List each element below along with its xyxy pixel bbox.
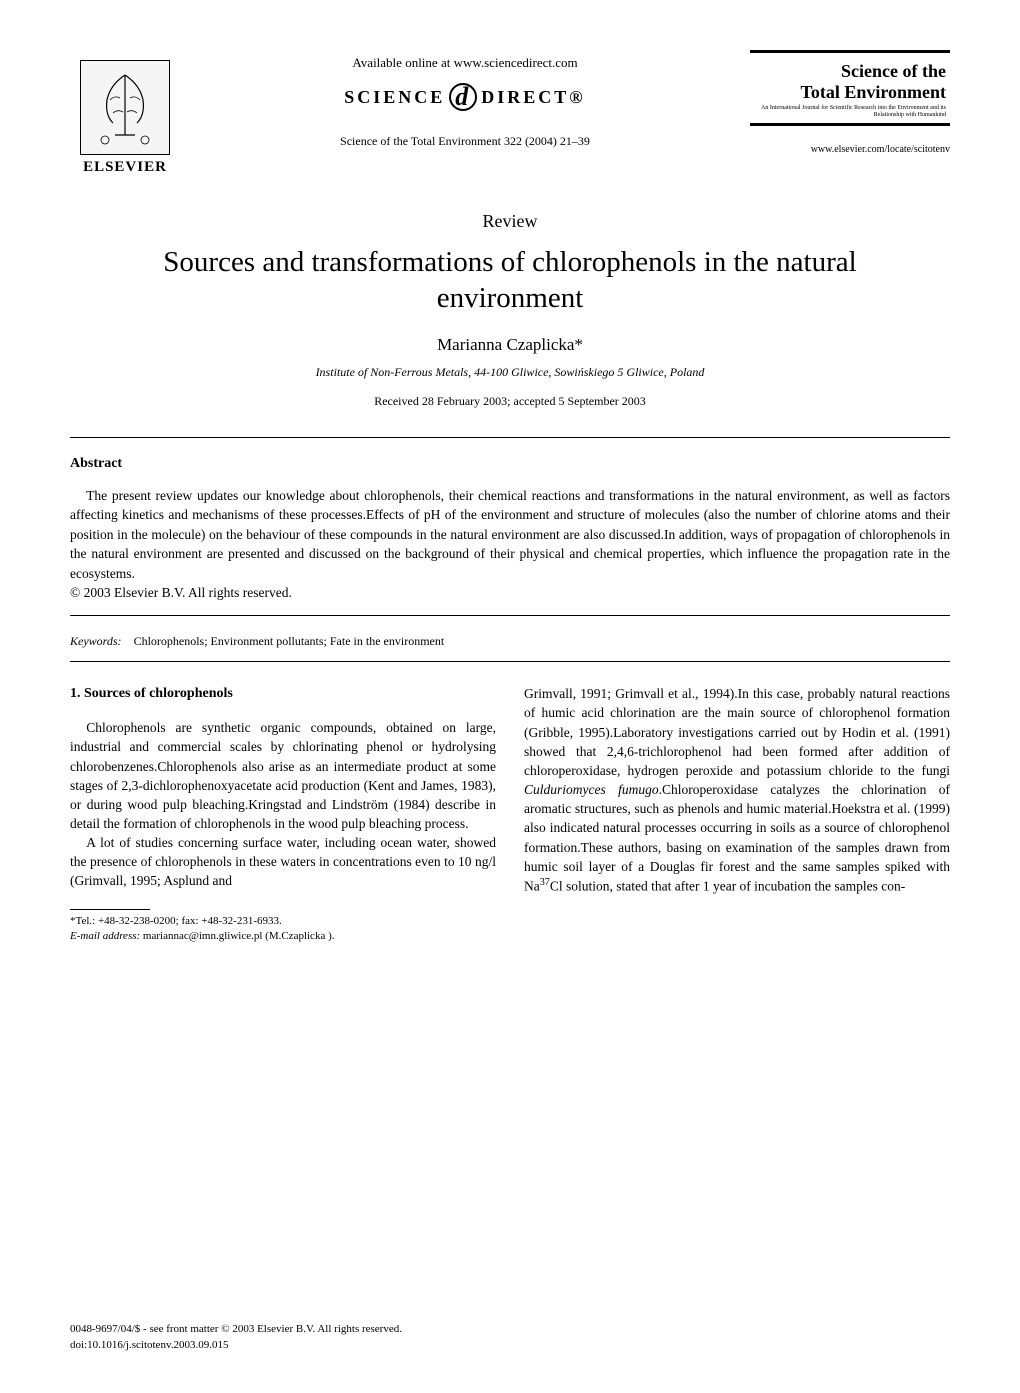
available-online-text: Available online at www.sciencedirect.co…: [180, 55, 750, 71]
elsevier-logo: ELSEVIER: [70, 60, 180, 176]
article-type: Review: [70, 211, 950, 232]
article-title: Sources and transformations of chlorophe…: [70, 244, 950, 317]
right-para-text-a: Grimvall, 1991; Grimvall et al., 1994).I…: [524, 686, 950, 778]
journal-title-block: Science of the Total Environment An Inte…: [750, 50, 950, 155]
abstract-copyright: © 2003 Elsevier B.V. All rights reserved…: [70, 585, 950, 601]
left-column: 1. Sources of chlorophenols Chlorophenol…: [70, 684, 496, 944]
keywords-values: Chlorophenols; Environment pollutants; F…: [134, 634, 445, 648]
right-column: Grimvall, 1991; Grimvall et al., 1994).I…: [524, 684, 950, 944]
keywords-label: Keywords:: [70, 634, 122, 648]
footnote-email-value: mariannac@imn.gliwice.pl (M.Czaplicka ).: [140, 930, 334, 942]
page-footer: 0048-9697/04/$ - see front matter © 2003…: [70, 1322, 402, 1353]
journal-title-box: Science of the Total Environment An Inte…: [750, 50, 950, 126]
journal-subtitle: An International Journal for Scientific …: [754, 105, 946, 119]
science-direct-at-icon: d: [449, 83, 477, 111]
footnote-email: E-mail address: mariannac@imn.gliwice.pl…: [70, 929, 496, 944]
author-affiliation: Institute of Non-Ferrous Metals, 44-100 …: [70, 365, 950, 380]
footer-line2: doi:10.1016/j.scitotenv.2003.09.015: [70, 1338, 402, 1353]
journal-reference: Science of the Total Environment 322 (20…: [180, 134, 750, 149]
author-name: Marianna Czaplicka*: [70, 335, 950, 355]
science-direct-right: DIRECT®: [481, 87, 585, 108]
page-header: ELSEVIER Available online at www.science…: [70, 50, 950, 176]
right-para-superscript: 37: [540, 877, 550, 888]
elsevier-text: ELSEVIER: [83, 159, 167, 176]
journal-name-line1: Science of the: [754, 61, 946, 82]
keywords-text: [125, 634, 134, 648]
left-paragraph-2: A lot of studies concerning surface wate…: [70, 833, 496, 890]
article-dates: Received 28 February 2003; accepted 5 Se…: [70, 394, 950, 409]
footer-line1: 0048-9697/04/$ - see front matter © 2003…: [70, 1322, 402, 1337]
elsevier-tree-icon: [80, 60, 170, 155]
right-para-text-c: Cl solution, stated that after 1 year of…: [550, 878, 905, 893]
left-paragraph-1: Chlorophenols are synthetic organic comp…: [70, 718, 496, 833]
body-columns: 1. Sources of chlorophenols Chlorophenol…: [70, 684, 950, 944]
right-para-fungi: Culduriomyces fumugo: [524, 782, 659, 797]
keywords-row: Keywords: Chlorophenols; Environment pol…: [70, 624, 950, 662]
footnote-tel: *Tel.: +48-32-238-0200; fax: +48-32-231-…: [70, 914, 496, 929]
abstract-section: Abstract The present review updates our …: [70, 437, 950, 617]
right-para-text-b: .Chloroperoxidase catalyzes the chlorina…: [524, 782, 950, 893]
science-direct-left: SCIENCE: [344, 87, 445, 108]
abstract-heading: Abstract: [70, 456, 950, 472]
science-direct-logo: SCIENCE d DIRECT®: [344, 83, 586, 111]
section-heading: 1. Sources of chlorophenols: [70, 684, 496, 704]
right-paragraph-1: Grimvall, 1991; Grimvall et al., 1994).I…: [524, 684, 950, 895]
footnote-email-label: E-mail address:: [70, 930, 140, 942]
abstract-text: The present review updates our knowledge…: [70, 486, 950, 584]
journal-url: www.elsevier.com/locate/scitotenv: [750, 144, 950, 155]
center-header: Available online at www.sciencedirect.co…: [180, 50, 750, 149]
footnote-separator: [70, 909, 150, 910]
journal-name-line2: Total Environment: [754, 82, 946, 103]
